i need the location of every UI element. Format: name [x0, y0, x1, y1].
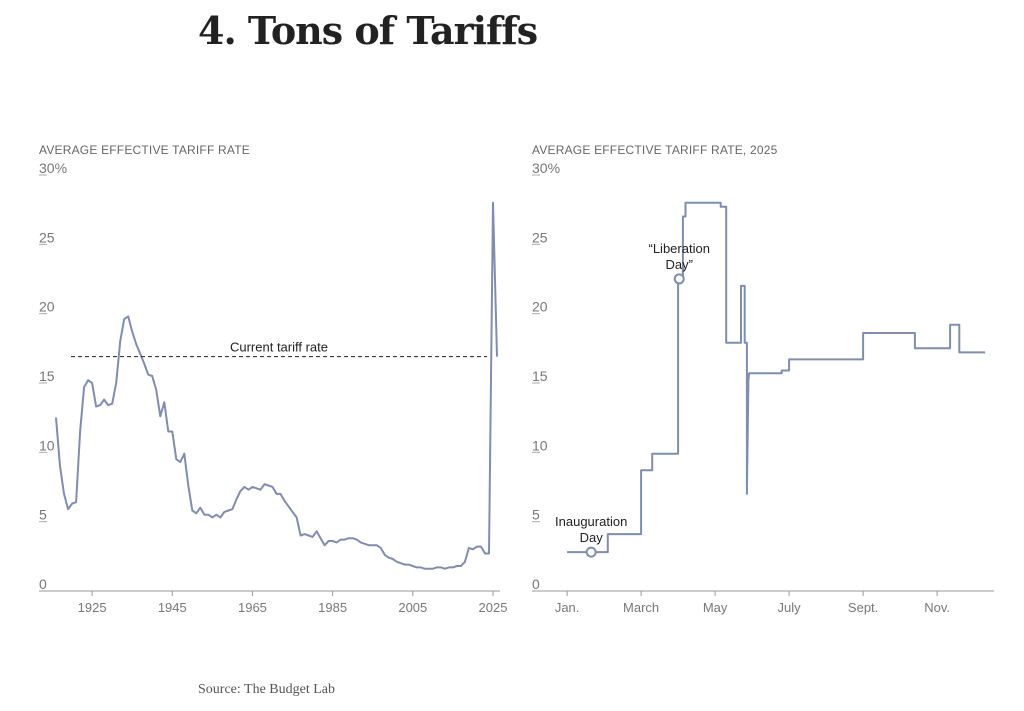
x-tick-label: Jan. — [555, 600, 580, 615]
x-tick-label: Sept. — [848, 600, 878, 615]
y-tick-label: 10 — [39, 437, 55, 453]
series-line — [55, 201, 498, 570]
x-tick-label: 2005 — [398, 600, 427, 615]
y-tick-label: 10 — [532, 437, 548, 453]
x-tick-label: 1925 — [78, 600, 107, 615]
right-chart-ylabel: AVERAGE EFFECTIVE TARIFF RATE, 2025 — [532, 143, 778, 157]
y-tick-label: 25 — [532, 229, 548, 245]
x-tick-label: Nov. — [924, 600, 950, 615]
inauguration-day-marker — [585, 546, 597, 558]
page-title: 4. Tons of Tariffs — [198, 8, 538, 53]
x-tick-label: July — [778, 600, 802, 615]
y-tick-label: 0 — [39, 576, 47, 592]
y-tick-label: 15 — [39, 368, 55, 384]
series-line — [567, 201, 986, 554]
x-tick-label: 1965 — [238, 600, 267, 615]
liberation-day-label: “Liberation — [649, 241, 710, 256]
y-tick-label: 0 — [532, 576, 540, 592]
x-tick-label: May — [703, 600, 728, 615]
x-tick-label: 1985 — [318, 600, 347, 615]
y-tick-label: 30% — [39, 160, 67, 176]
y-tick-label: 15 — [532, 368, 548, 384]
y-tick-label: 25 — [39, 229, 55, 245]
x-tick-label: March — [623, 600, 659, 615]
y-tick-label: 30% — [532, 160, 560, 176]
x-tick-label: 1945 — [158, 600, 187, 615]
y-tick-label: 20 — [532, 299, 548, 315]
inauguration-day-label: Inauguration — [555, 514, 627, 529]
liberation-day-label: Day” — [665, 257, 692, 272]
y-tick-label: 20 — [39, 299, 55, 315]
y-tick-label: 5 — [39, 507, 47, 523]
liberation-day-marker — [673, 273, 685, 285]
current-rate-label: Current tariff rate — [230, 340, 328, 355]
source-note: Source: The Budget Lab — [198, 682, 335, 697]
x-tick-label: 2025 — [479, 600, 508, 615]
y-tick-label: 5 — [532, 507, 540, 523]
inauguration-day-label: Day — [580, 530, 604, 545]
left-chart-ylabel: AVERAGE EFFECTIVE TARIFF RATE — [39, 143, 250, 157]
